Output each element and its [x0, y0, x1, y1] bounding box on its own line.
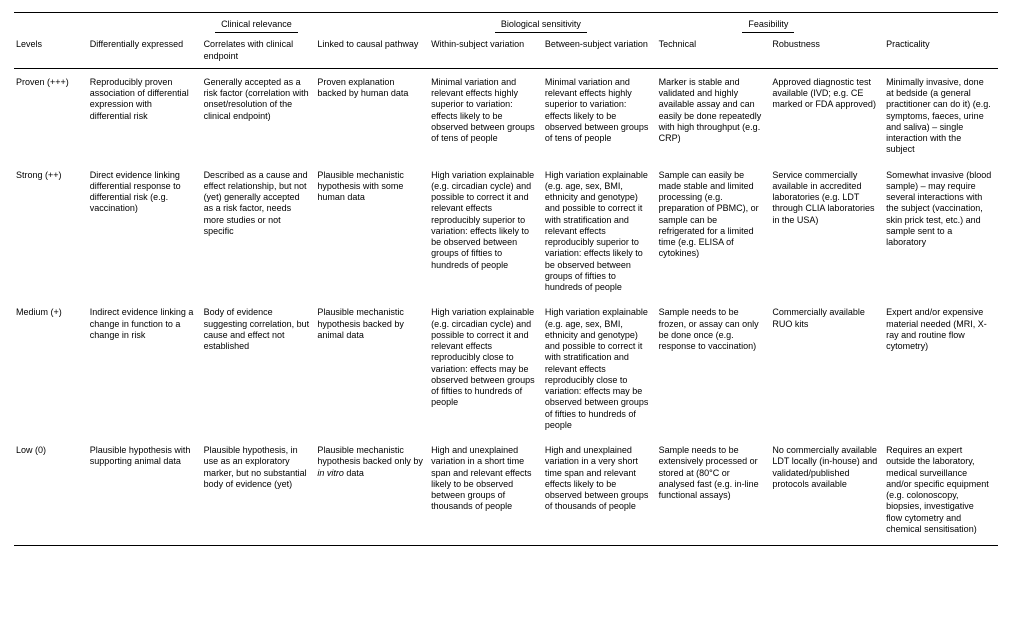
header-practicality: Practicality [884, 35, 998, 68]
cell-within-subject: Minimal variation and relevant effects h… [429, 68, 543, 161]
table-body: Proven (+++)Reproducibly proven associat… [14, 68, 998, 545]
header-within-subject: Within-subject variation [429, 35, 543, 68]
header-between-subject: Between-subject variation [543, 35, 657, 68]
header-differentially-expressed: Differentially expressed [88, 35, 202, 68]
cell-correlates: Body of evidence suggesting correlation,… [202, 299, 316, 437]
header-causal-pathway: Linked to causal pathway [315, 35, 429, 68]
level-cell: Proven (+++) [14, 68, 88, 161]
cell-technical: Sample can easily be made stable and lim… [657, 162, 771, 300]
cell-between-subject: High and unexplained variation in a very… [543, 437, 657, 546]
header-technical: Technical [657, 35, 771, 68]
group-biological-sensitivity: Biological sensitivity [429, 13, 657, 36]
cell-correlates: Plausible hypothesis, in use as an explo… [202, 437, 316, 546]
cell-causal-pathway: Proven explanation backed by human data [315, 68, 429, 161]
cell-between-subject: High variation explainable (e.g. age, se… [543, 299, 657, 437]
table-row: Low (0)Plausible hypothesis with support… [14, 437, 998, 546]
group-clinical-relevance: Clinical relevance [88, 13, 429, 36]
cell-causal-pathway: Plausible mechanistic hypothesis with so… [315, 162, 429, 300]
cell-robustness: No commercially available LDT locally (i… [770, 437, 884, 546]
cell-between-subject: Minimal variation and relevant effects h… [543, 68, 657, 161]
table-row: Proven (+++)Reproducibly proven associat… [14, 68, 998, 161]
cell-correlates: Generally accepted as a risk factor (cor… [202, 68, 316, 161]
blank-header [884, 13, 998, 36]
column-header-row: Levels Differentially expressed Correlat… [14, 35, 998, 68]
header-correlates: Correlates with clinical endpoint [202, 35, 316, 68]
cell-causal-pathway: Plausible mechanistic hypothesis backed … [315, 437, 429, 546]
cell-within-subject: High and unexplained variation in a shor… [429, 437, 543, 546]
cell-differentially-expressed: Indirect evidence linking a change in fu… [88, 299, 202, 437]
cell-differentially-expressed: Reproducibly proven association of diffe… [88, 68, 202, 161]
level-cell: Strong (++) [14, 162, 88, 300]
group-feasibility: Feasibility [657, 13, 885, 36]
blank-header [14, 13, 88, 36]
header-levels: Levels [14, 35, 88, 68]
table-row: Strong (++)Direct evidence linking diffe… [14, 162, 998, 300]
column-group-row: Clinical relevance Biological sensitivit… [14, 13, 998, 36]
cell-robustness: Approved diagnostic test available (IVD;… [770, 68, 884, 161]
cell-technical: Marker is stable and validated and highl… [657, 68, 771, 161]
cell-robustness: Service commercially available in accred… [770, 162, 884, 300]
cell-causal-pathway: Plausible mechanistic hypothesis backed … [315, 299, 429, 437]
cell-technical: Sample needs to be extensively processed… [657, 437, 771, 546]
cell-technical: Sample needs to be frozen, or assay can … [657, 299, 771, 437]
table-row: Medium (+)Indirect evidence linking a ch… [14, 299, 998, 437]
cell-within-subject: High variation explainable (e.g. circadi… [429, 162, 543, 300]
cell-between-subject: High variation explainable (e.g. age, se… [543, 162, 657, 300]
cell-differentially-expressed: Plausible hypothesis with supporting ani… [88, 437, 202, 546]
cell-correlates: Described as a cause and effect relation… [202, 162, 316, 300]
level-cell: Low (0) [14, 437, 88, 546]
cell-practicality: Minimally invasive, done at bedside (a g… [884, 68, 998, 161]
criteria-table: Clinical relevance Biological sensitivit… [14, 12, 998, 546]
cell-practicality: Expert and/or expensive material needed … [884, 299, 998, 437]
header-robustness: Robustness [770, 35, 884, 68]
cell-practicality: Requires an expert outside the laborator… [884, 437, 998, 546]
cell-practicality: Somewhat invasive (blood sample) – may r… [884, 162, 998, 300]
cell-differentially-expressed: Direct evidence linking differential res… [88, 162, 202, 300]
level-cell: Medium (+) [14, 299, 88, 437]
cell-robustness: Commercially available RUO kits [770, 299, 884, 437]
cell-within-subject: High variation explainable (e.g. circadi… [429, 299, 543, 437]
